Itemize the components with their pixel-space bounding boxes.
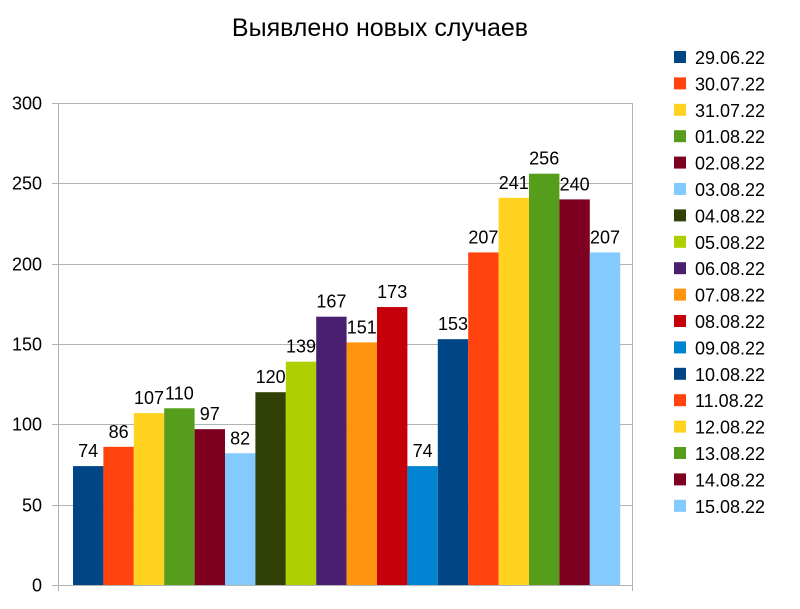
legend-entry: 05.08.22	[695, 233, 765, 253]
legend-entry: 12.08.22	[695, 418, 765, 438]
bar	[377, 307, 408, 585]
bar	[194, 429, 225, 585]
y-tick-label: 300	[12, 94, 42, 114]
data-label: 86	[109, 422, 129, 442]
legend-swatch	[674, 51, 686, 63]
bar	[103, 446, 134, 585]
chart-title: Выявлено новых случаев	[232, 14, 528, 42]
data-label: 153	[438, 314, 468, 334]
data-label: 256	[529, 149, 559, 169]
legend-swatch	[674, 156, 686, 169]
legend-swatch	[674, 420, 686, 433]
bar	[285, 361, 317, 585]
data-label: 173	[377, 282, 407, 302]
legend-entry: 03.08.22	[695, 180, 765, 200]
legend-swatch	[674, 315, 686, 327]
legend-entry: 06.08.22	[695, 259, 765, 279]
axes: 0 50 100 150 200 250 300	[12, 94, 633, 596]
y-tick-label: 200	[12, 255, 42, 275]
y-tick-label: 0	[32, 576, 42, 596]
bar	[468, 252, 499, 586]
bar	[346, 342, 377, 585]
bar	[407, 466, 438, 585]
legend-entry: 11.08.22	[695, 391, 764, 411]
bar	[225, 453, 256, 585]
data-label: 167	[316, 292, 346, 312]
legend-swatch	[674, 77, 686, 90]
legend-entry: 29.06.22	[695, 48, 765, 68]
legend-entry: 02.08.22	[695, 154, 765, 174]
legend-entry: 13.08.22	[695, 444, 765, 464]
legend-swatch	[674, 394, 686, 407]
y-tick-label: 150	[12, 335, 42, 355]
legend-entry: 04.08.22	[695, 206, 765, 226]
bars	[73, 173, 621, 586]
legend-swatch	[674, 235, 686, 248]
legend-entry: 07.08.22	[695, 286, 765, 306]
legend-entry: 10.08.22	[695, 365, 765, 385]
bar	[133, 413, 165, 585]
legend-swatch	[674, 209, 686, 222]
data-label: 207	[590, 227, 620, 247]
data-label: 74	[78, 441, 98, 461]
data-label: 207	[468, 227, 498, 247]
legend-entry: 01.08.22	[695, 127, 765, 147]
y-tick-label: 250	[12, 174, 42, 194]
data-label: 82	[230, 428, 250, 448]
legend-swatch	[674, 367, 686, 380]
legend-swatch	[674, 499, 686, 512]
legend-swatch	[674, 130, 686, 143]
legend-entry: 09.08.22	[695, 338, 765, 358]
bar	[498, 197, 529, 585]
legend-entry: 30.07.22	[695, 74, 765, 94]
bar	[437, 339, 469, 585]
data-label: 120	[256, 367, 286, 387]
bar	[255, 392, 286, 585]
bar	[529, 173, 560, 585]
legend-entry: 15.08.22	[695, 497, 765, 517]
legend-swatch	[674, 473, 686, 486]
legend-entry: 14.08.22	[695, 470, 765, 490]
data-label: 74	[413, 441, 433, 461]
data-label: 240	[560, 174, 590, 194]
y-tick-label: 50	[22, 496, 42, 516]
data-label: 151	[347, 317, 377, 337]
bar	[316, 316, 347, 585]
legend-entry: 08.08.22	[695, 312, 765, 332]
bar	[559, 199, 590, 585]
legend: 29.06.22 30.07.22 31.07.22 01.08.22 02.08.22…	[674, 48, 765, 517]
legend-swatch	[674, 447, 686, 459]
data-label: 97	[200, 404, 220, 424]
legend-swatch	[674, 288, 686, 301]
legend-swatch	[674, 262, 686, 275]
legend-swatch	[674, 341, 686, 354]
legend-entry: 31.07.22	[695, 101, 765, 121]
data-label: 110	[165, 383, 194, 403]
data-label: 107	[134, 388, 164, 408]
y-tick-label: 100	[12, 415, 42, 435]
data-label: 241	[499, 173, 529, 193]
legend-swatch	[674, 103, 686, 116]
bar	[73, 466, 104, 585]
bar	[589, 252, 621, 586]
bar	[164, 408, 195, 585]
legend-swatch	[674, 183, 686, 195]
data-label: 139	[286, 337, 316, 357]
